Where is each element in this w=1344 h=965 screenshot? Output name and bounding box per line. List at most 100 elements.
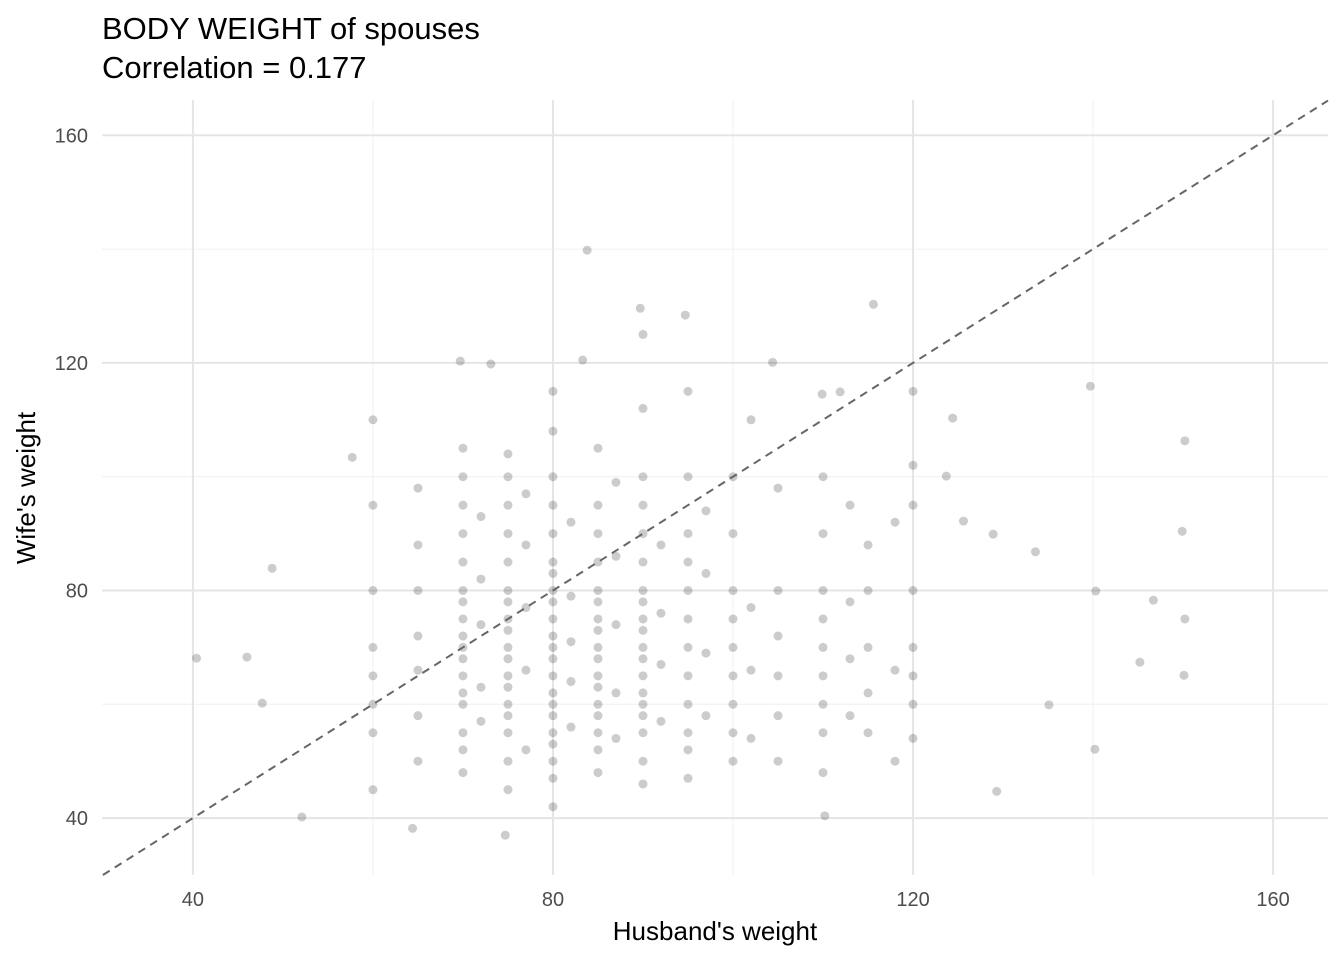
point — [773, 585, 783, 595]
point — [458, 654, 468, 664]
point — [548, 671, 558, 681]
point — [1085, 381, 1095, 391]
point — [593, 443, 603, 453]
point — [818, 642, 828, 652]
point — [548, 728, 558, 738]
point — [458, 500, 468, 510]
point — [548, 597, 558, 607]
point — [820, 811, 830, 821]
point — [408, 823, 418, 833]
point — [458, 631, 468, 641]
point — [566, 722, 576, 732]
point — [1090, 744, 1100, 754]
point — [683, 614, 693, 624]
point — [593, 529, 603, 539]
point — [548, 557, 558, 567]
point — [773, 631, 783, 641]
point — [908, 386, 918, 396]
point — [908, 699, 918, 709]
point — [638, 671, 648, 681]
point — [818, 728, 828, 738]
point — [638, 403, 648, 413]
point — [656, 540, 666, 550]
point — [566, 677, 576, 687]
identity-line — [102, 99, 1329, 876]
point — [845, 597, 855, 607]
point — [458, 443, 468, 453]
point — [548, 756, 558, 766]
point — [908, 500, 918, 510]
point — [548, 500, 558, 510]
point — [890, 756, 900, 766]
point — [368, 728, 378, 738]
y-tick-label: 160 — [55, 125, 88, 147]
point — [503, 625, 513, 635]
point — [701, 568, 711, 578]
point — [548, 472, 558, 482]
point — [908, 460, 918, 470]
point — [458, 614, 468, 624]
point — [728, 671, 738, 681]
point — [192, 653, 202, 663]
point — [638, 500, 648, 510]
point — [638, 557, 648, 567]
point — [458, 597, 468, 607]
point — [503, 654, 513, 664]
point — [476, 682, 486, 692]
point — [890, 517, 900, 527]
point — [548, 711, 558, 721]
point — [638, 779, 648, 789]
point — [503, 699, 513, 709]
point — [611, 477, 621, 487]
point — [773, 756, 783, 766]
point — [768, 357, 778, 367]
point — [818, 472, 828, 482]
point — [476, 620, 486, 630]
point — [818, 614, 828, 624]
point — [683, 773, 693, 783]
point — [988, 529, 998, 539]
point — [413, 540, 423, 550]
point — [500, 830, 510, 840]
point — [1135, 657, 1145, 667]
point — [413, 585, 423, 595]
point — [548, 614, 558, 624]
point — [683, 557, 693, 567]
point — [746, 733, 756, 743]
point — [566, 591, 576, 601]
point — [458, 529, 468, 539]
point — [701, 506, 711, 516]
point — [548, 426, 558, 436]
point — [701, 711, 711, 721]
chart-title: BODY WEIGHT of spouses — [102, 11, 480, 46]
point — [503, 728, 513, 738]
point — [728, 756, 738, 766]
point — [908, 671, 918, 681]
point — [548, 568, 558, 578]
point — [728, 728, 738, 738]
point — [413, 711, 423, 721]
point — [638, 699, 648, 709]
point — [746, 665, 756, 675]
point — [476, 716, 486, 726]
point — [908, 642, 918, 652]
point — [548, 739, 558, 749]
point — [503, 500, 513, 510]
point — [638, 711, 648, 721]
point — [638, 585, 648, 595]
point — [863, 540, 873, 550]
point — [683, 699, 693, 709]
point — [656, 716, 666, 726]
point — [845, 711, 855, 721]
point — [863, 688, 873, 698]
point — [521, 665, 531, 675]
point — [593, 745, 603, 755]
point — [476, 574, 486, 584]
point — [638, 642, 648, 652]
point — [458, 699, 468, 709]
point — [835, 387, 845, 397]
x-axis-title: Husband's weight — [613, 916, 818, 946]
point — [683, 529, 693, 539]
point — [458, 728, 468, 738]
point — [746, 415, 756, 425]
